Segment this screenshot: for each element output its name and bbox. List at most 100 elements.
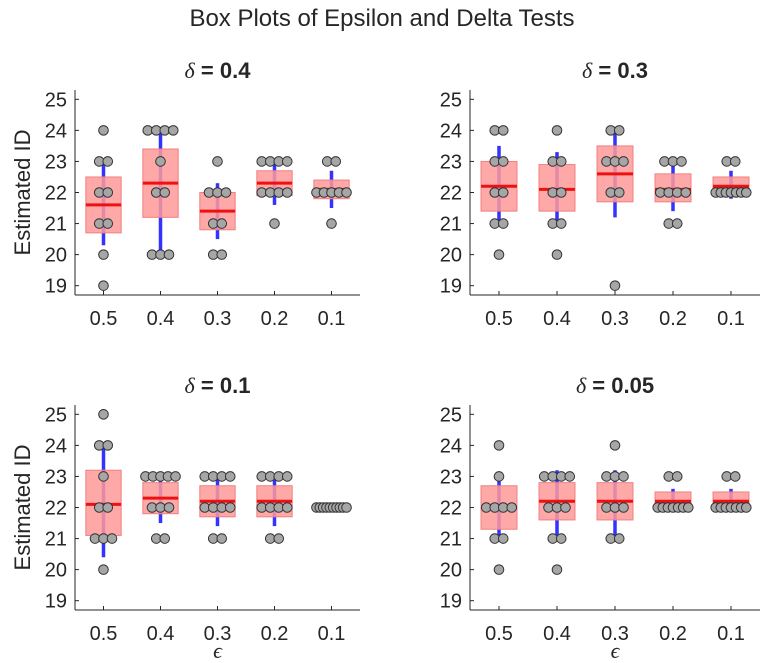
data-point — [163, 249, 175, 260]
data-point — [330, 156, 342, 167]
data-point — [493, 564, 505, 575]
x-tick-label: 0.4 — [147, 623, 175, 645]
data-point — [281, 471, 293, 482]
x-tick-label: 0.5 — [485, 308, 513, 330]
data-point — [676, 156, 687, 167]
x-tick-label: 0.2 — [261, 308, 289, 330]
x-tick-label: 0.3 — [204, 623, 232, 645]
data-point — [555, 156, 567, 167]
y-tick-label: 20 — [45, 560, 67, 582]
data-point — [106, 533, 118, 544]
data-point — [281, 156, 293, 167]
data-point — [564, 471, 576, 482]
data-point — [281, 187, 293, 198]
panel-title: δ = 0.4 — [185, 58, 252, 83]
data-point — [159, 533, 171, 544]
x-tick-label: 0.1 — [717, 308, 745, 330]
y-tick-label: 21 — [440, 529, 462, 551]
y-tick-label: 23 — [45, 151, 67, 173]
data-point — [729, 156, 741, 167]
data-point — [281, 502, 293, 513]
data-point — [497, 156, 509, 167]
x-tick-label: 0.3 — [601, 623, 629, 645]
data-point — [740, 502, 752, 513]
y-tick-label: 25 — [45, 404, 67, 426]
data-point — [671, 471, 683, 482]
data-point — [98, 125, 109, 136]
y-axis-label: Estimated ID — [10, 445, 35, 571]
y-tick-label: 22 — [45, 498, 67, 520]
y-tick-label: 24 — [440, 435, 462, 457]
data-point — [609, 280, 621, 291]
data-point — [216, 533, 228, 544]
panel-title-symbol: δ — [582, 58, 593, 83]
y-tick-label: 25 — [440, 404, 462, 426]
data-point — [555, 533, 567, 544]
y-tick-label: 21 — [45, 214, 67, 236]
x-tick-label: 0.1 — [717, 623, 745, 645]
y-tick-label: 19 — [440, 591, 462, 613]
data-point — [167, 125, 179, 136]
x-tick-label: 0.2 — [659, 623, 687, 645]
x-tick-label: 0.4 — [147, 308, 175, 330]
x-tick-label: 0.1 — [318, 623, 346, 645]
data-point — [170, 471, 181, 482]
data-point — [212, 156, 223, 167]
data-point — [497, 187, 509, 198]
data-point — [98, 280, 109, 291]
panel-title-symbol: δ — [185, 58, 196, 83]
data-point — [618, 156, 629, 167]
panel-title: δ = 0.05 — [576, 373, 654, 398]
data-point — [551, 249, 563, 260]
panels: δ = 0.4 19 20 21 22 23 24 25 0.5 0.4 0.3 0.2 0.1 Esti… — [10, 58, 760, 663]
y-tick-label: 22 — [440, 498, 462, 520]
y-tick-label: 24 — [45, 435, 67, 457]
data-point — [224, 471, 236, 482]
data-point — [682, 502, 694, 513]
data-point — [98, 564, 109, 575]
panel-title: δ = 0.1 — [185, 373, 251, 398]
panel-2: δ = 0.1 19 20 21 22 23 24 25 0.5 0.4 0.3 0.2 0.1 Esti… — [10, 373, 360, 663]
data-point — [497, 533, 509, 544]
data-point — [551, 564, 563, 575]
data-point — [273, 533, 285, 544]
data-point — [613, 533, 625, 544]
y-tick-label: 22 — [440, 183, 462, 205]
data-point — [159, 187, 171, 198]
x-tick-label: 0.4 — [543, 308, 571, 330]
data-point — [102, 187, 114, 198]
data-point — [216, 218, 228, 229]
data-point — [497, 218, 509, 229]
y-tick-label: 21 — [440, 214, 462, 236]
data-point — [555, 218, 567, 229]
data-point — [560, 502, 571, 513]
data-point — [671, 218, 683, 229]
data-point — [102, 218, 114, 229]
data-point — [613, 125, 625, 136]
x-axis-label: ϵ — [213, 638, 223, 663]
y-tick-label: 20 — [440, 560, 462, 582]
y-tick-label: 20 — [440, 245, 462, 267]
panel-title-value: = 0.05 — [586, 373, 654, 398]
y-tick-label: 23 — [45, 466, 67, 488]
y-tick-label: 19 — [440, 276, 462, 298]
x-tick-label: 0.2 — [261, 623, 289, 645]
data-point — [493, 440, 505, 451]
data-point — [493, 249, 505, 260]
y-tick-label: 22 — [45, 183, 67, 205]
data-point — [341, 187, 352, 198]
y-tick-label: 23 — [440, 466, 462, 488]
data-point — [102, 502, 114, 513]
x-tick-label: 0.5 — [485, 623, 513, 645]
data-point — [220, 187, 232, 198]
y-tick-label: 23 — [440, 151, 462, 173]
panel-0: δ = 0.4 19 20 21 22 23 24 25 0.5 0.4 0.3 0.2 0.1 Esti… — [10, 58, 360, 330]
data-point — [216, 249, 228, 260]
y-tick-label: 24 — [440, 120, 462, 142]
data-point — [341, 502, 352, 513]
panel-title-value: = 0.3 — [592, 58, 648, 83]
y-tick-label: 20 — [45, 245, 67, 267]
figure-title: Box Plots of Epsilon and Delta Tests — [189, 5, 574, 32]
panel-3: δ = 0.05 19 20 21 22 23 24 25 0.5 0.4 0.3 0.2 0.1 ϵ — [440, 373, 760, 663]
